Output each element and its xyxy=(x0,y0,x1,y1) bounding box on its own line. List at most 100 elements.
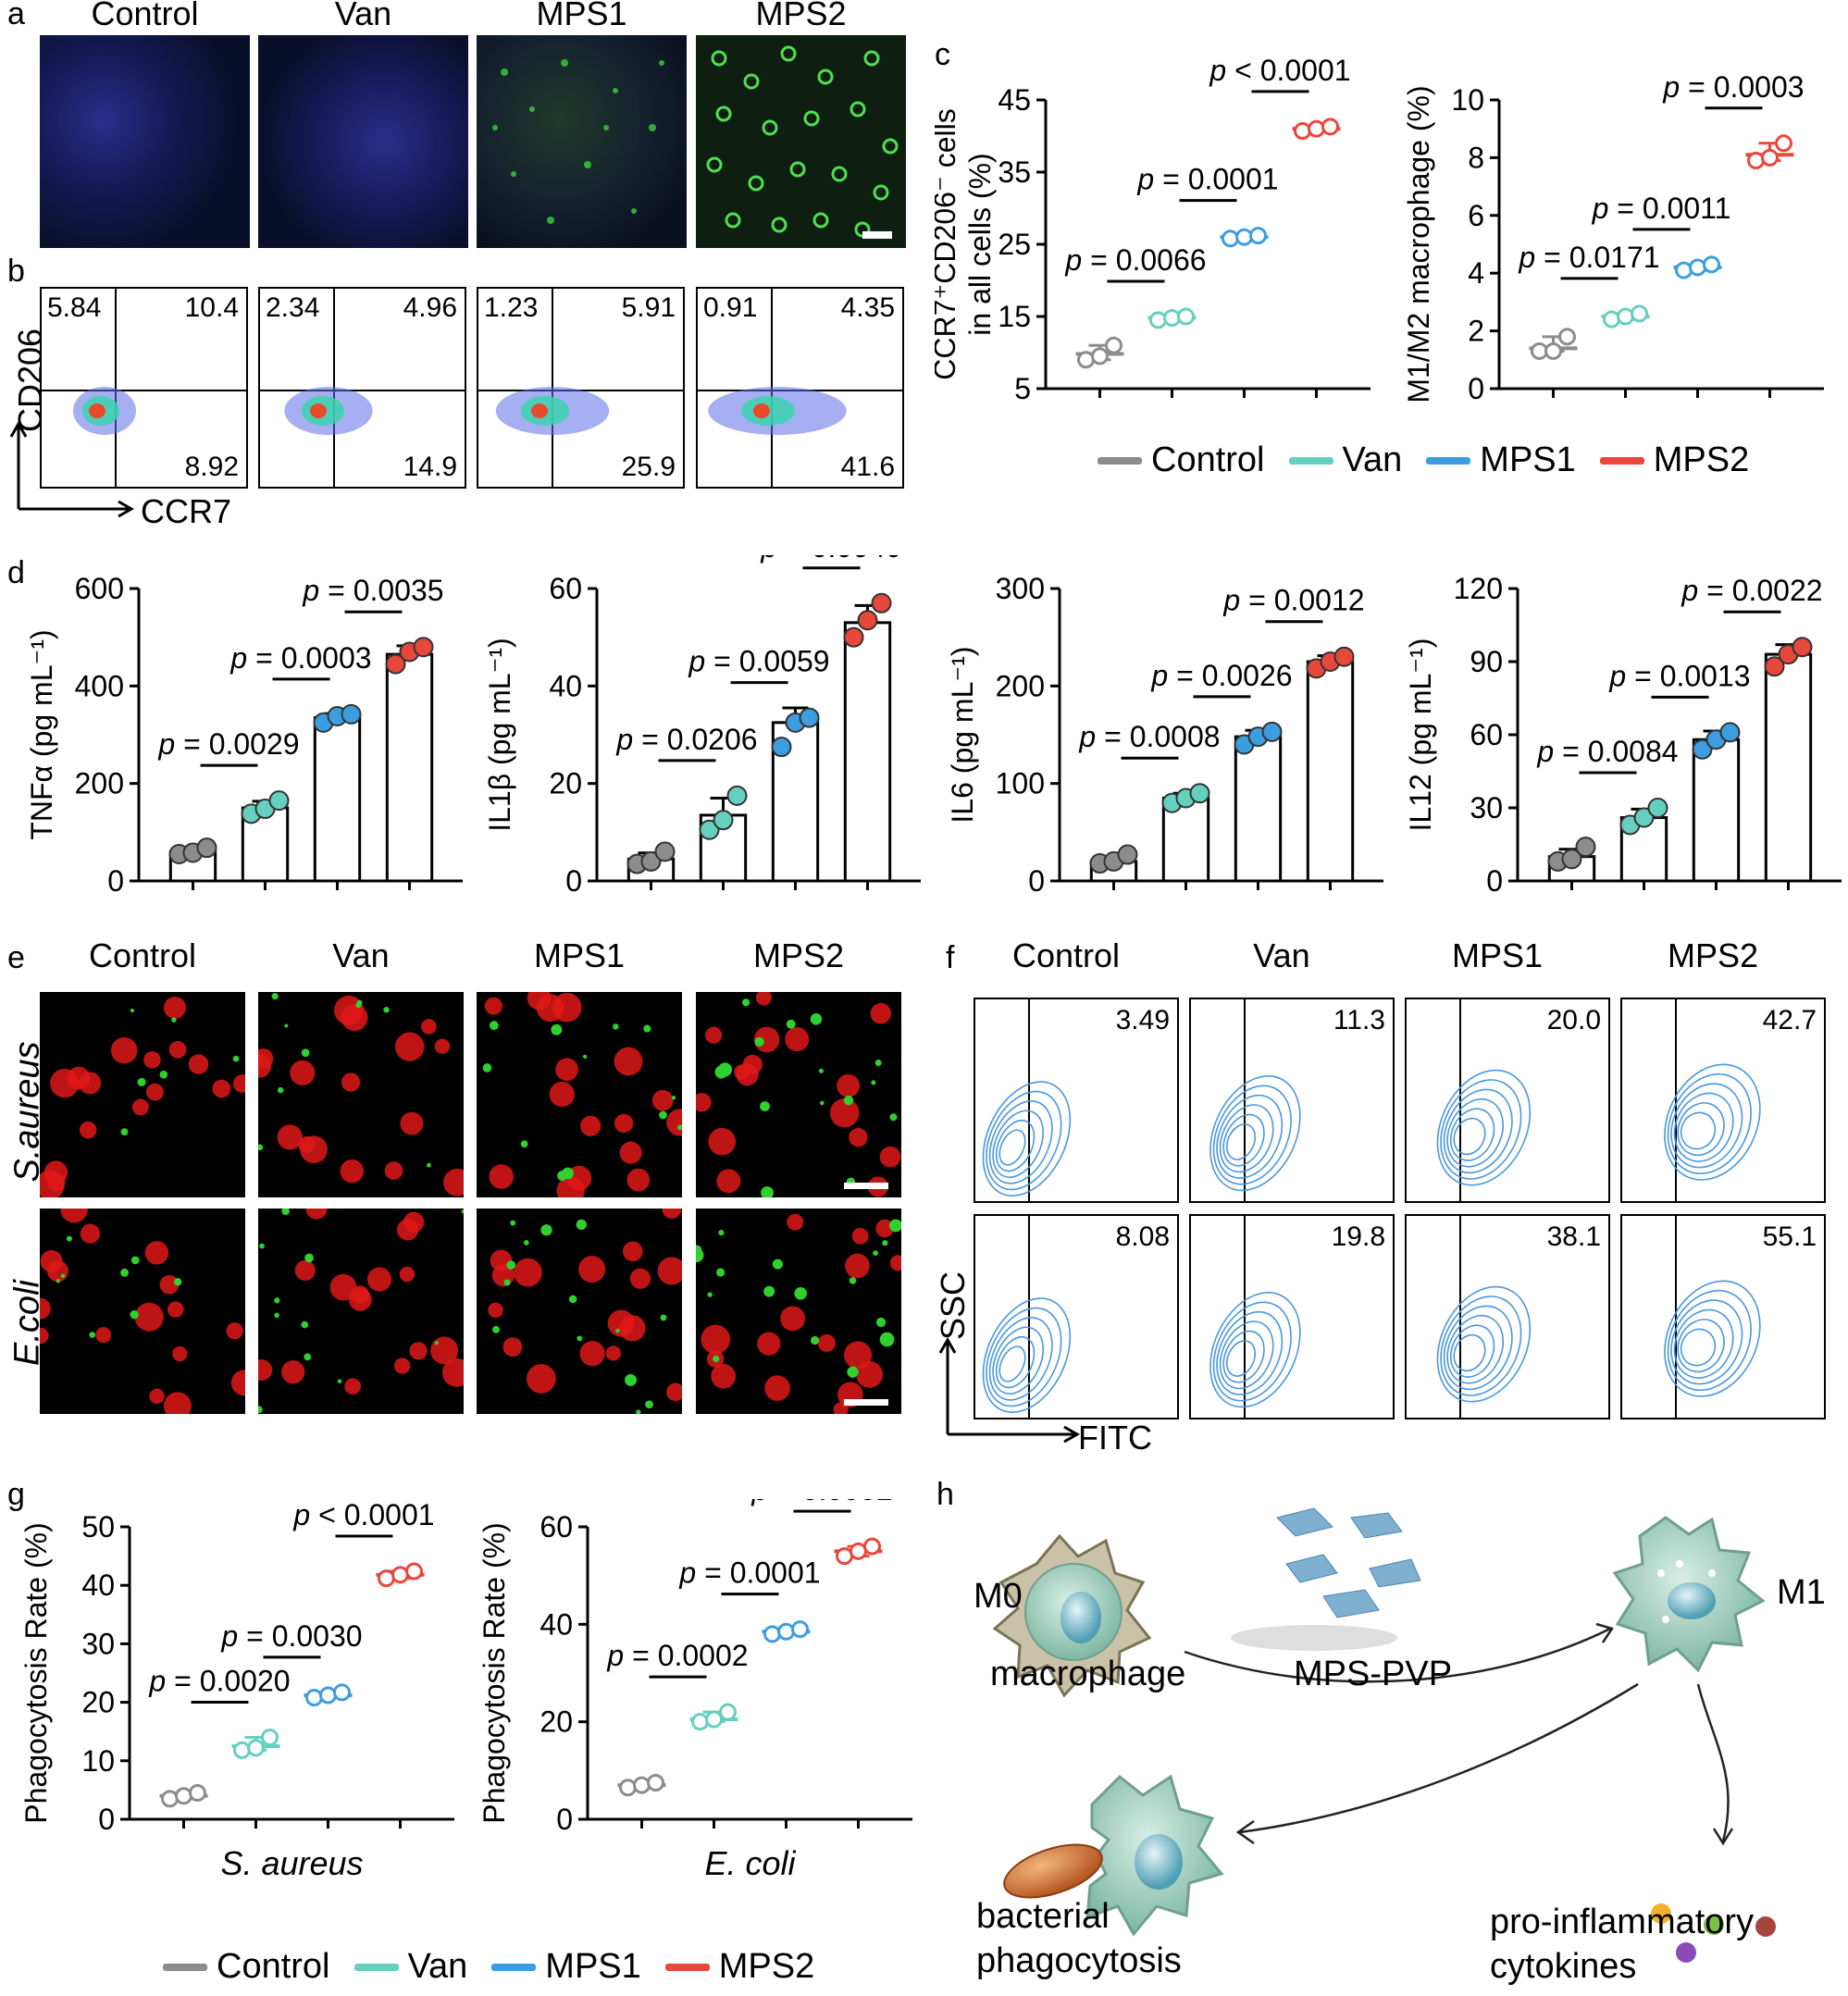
green-bacteria xyxy=(707,1292,713,1297)
data-point xyxy=(1189,783,1210,804)
data-point xyxy=(1105,336,1122,354)
legend-c-mps1: MPS1 xyxy=(1480,440,1576,479)
p-value-label: p = 0.0002 xyxy=(750,1499,892,1506)
red-cell xyxy=(484,997,502,1015)
p-symbol: p xyxy=(606,1639,624,1672)
green-bacteria xyxy=(281,1209,290,1216)
red-cell xyxy=(40,1297,51,1320)
y-tick-label: 20 xyxy=(81,1686,115,1719)
label-m0: M0 xyxy=(974,1577,1023,1616)
contour-line xyxy=(1670,1299,1743,1385)
green-bacteria xyxy=(130,1256,140,1265)
legend-g-mps2-swatch xyxy=(664,1963,710,1971)
green-bacteria xyxy=(820,1100,825,1106)
p-symbol: p xyxy=(678,1556,696,1590)
p-value-text: = 0.0029 xyxy=(175,727,299,761)
chart-g1: 0 10 20 30 40 50 Phagocytosis Rate (%) S. aureu… xyxy=(19,1499,454,1882)
green-bacteria xyxy=(716,1268,726,1277)
data-point xyxy=(1617,307,1634,326)
bar-mps2 xyxy=(843,621,892,883)
contour-line xyxy=(995,1335,1036,1389)
y-tick-label: 6 xyxy=(1468,199,1484,232)
data-point xyxy=(233,1741,251,1759)
quadrant-lower-right-value: 25.9 xyxy=(621,452,676,482)
legend-c-mps2-swatch xyxy=(1599,456,1644,465)
p-value-text: = 0.0003 xyxy=(1680,70,1804,104)
green-bacteria xyxy=(871,1080,876,1085)
facs-b-density xyxy=(42,289,246,487)
green-bacteria xyxy=(671,1095,676,1100)
red-cell xyxy=(755,992,772,1006)
red-cell xyxy=(555,1058,578,1082)
contour-line xyxy=(1449,1108,1495,1161)
y-tick-label: 60 xyxy=(540,1510,573,1543)
micrograph-e-saureus-control xyxy=(40,992,245,1197)
facs-b-plot-mps1: 1.23 5.91 25.9 xyxy=(477,287,685,489)
y-axis-label: TNFα (pg mL⁻¹) xyxy=(25,629,58,839)
red-cell xyxy=(258,1054,272,1078)
green-bacteria xyxy=(355,1002,362,1009)
arrow-m1-to-phagocytosis xyxy=(1239,1682,1639,1834)
y-tick-label: 4 xyxy=(1468,256,1484,290)
p-value-label: p = 0.0059 xyxy=(688,645,829,678)
red-cell xyxy=(845,1253,870,1279)
red-cell xyxy=(549,1081,575,1108)
contour-line xyxy=(1673,1092,1734,1162)
p-value-label: p = 0.0001 xyxy=(678,1556,820,1590)
green-bacteria xyxy=(271,993,279,1000)
data-point xyxy=(619,1779,637,1797)
green-bacteria xyxy=(434,1341,439,1345)
micrograph-e-ecoli-mps1 xyxy=(477,1209,682,1414)
y-tick-label: 300 xyxy=(996,572,1045,605)
red-cell xyxy=(305,1209,328,1220)
y-tick-label: 0 xyxy=(98,1803,115,1836)
green-bacteria xyxy=(510,1220,516,1226)
red-cell xyxy=(757,1332,781,1356)
quadrant-upper-right-value: 4.35 xyxy=(840,292,895,323)
green-bacteria xyxy=(810,1335,820,1345)
micrograph-e-cells xyxy=(488,1209,682,1414)
bar-mps1 xyxy=(1234,735,1283,883)
label-m1: M1 xyxy=(1777,1573,1826,1612)
green-bacteria xyxy=(625,1373,638,1386)
contour-line xyxy=(1673,1308,1734,1379)
red-cell xyxy=(277,1124,303,1150)
y-tick-label: 100 xyxy=(996,767,1045,800)
x-axis-label: E. coli xyxy=(704,1844,796,1882)
facs-b-plot-control: 5.84 10.4 8.92 xyxy=(40,287,248,489)
p-value-label: p = 0.0066 xyxy=(1064,243,1206,277)
y-tick-label: 0 xyxy=(1486,864,1503,898)
green-bacteria xyxy=(557,1171,568,1181)
red-cell xyxy=(294,1259,316,1282)
contour-line xyxy=(1440,1296,1522,1396)
data-point xyxy=(1747,152,1765,170)
data-point xyxy=(161,1790,179,1808)
panel-e-col-control: Control xyxy=(88,936,197,974)
red-cell xyxy=(662,1209,682,1219)
p-value-label: p = 0.0003 xyxy=(1662,70,1804,104)
panel-f-col-mps1: MPS1 xyxy=(1451,936,1544,974)
green-bacteria xyxy=(130,1310,139,1320)
red-cell xyxy=(844,1341,873,1370)
facs-f-plot-saureus-mps1: 20.0 xyxy=(1405,998,1610,1203)
red-cell xyxy=(395,1032,425,1061)
red-cell xyxy=(384,1161,403,1180)
micrograph-e-ecoli-mps2 xyxy=(696,1209,901,1414)
green-bacteria xyxy=(383,1006,390,1013)
green-bacteria xyxy=(874,1059,882,1066)
green-bacteria xyxy=(120,1128,129,1136)
mps-pvp-nanosheets xyxy=(1231,1507,1421,1651)
red-cell xyxy=(817,1333,836,1352)
panel-b-axis-arrows xyxy=(9,420,135,518)
data-point xyxy=(189,1784,206,1803)
panel-f-axis-arrows xyxy=(938,1336,1081,1444)
red-cell xyxy=(657,1257,682,1285)
data-point xyxy=(413,637,434,658)
green-bacteria xyxy=(810,1013,823,1025)
facs-f-contours xyxy=(1436,999,1532,1201)
red-cell xyxy=(400,1111,424,1135)
facs-b-density xyxy=(698,289,902,487)
legend-c-van: Van xyxy=(1342,440,1403,479)
